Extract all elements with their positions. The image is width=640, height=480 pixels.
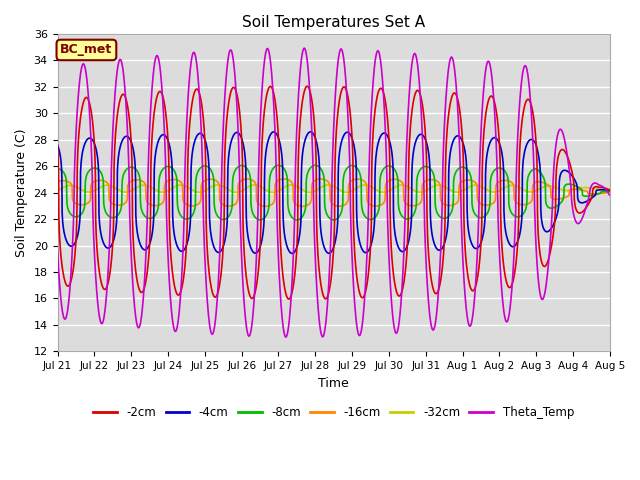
Legend: -2cm, -4cm, -8cm, -16cm, -32cm, Theta_Temp: -2cm, -4cm, -8cm, -16cm, -32cm, Theta_Te… xyxy=(89,402,579,424)
Title: Soil Temperatures Set A: Soil Temperatures Set A xyxy=(242,15,425,30)
X-axis label: Time: Time xyxy=(318,377,349,390)
Y-axis label: Soil Temperature (C): Soil Temperature (C) xyxy=(15,128,28,257)
Text: BC_met: BC_met xyxy=(60,44,113,57)
